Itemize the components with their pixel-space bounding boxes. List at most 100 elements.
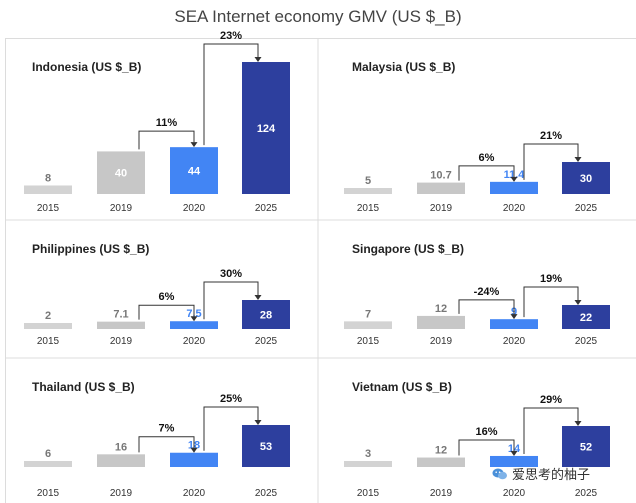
year-label: 2015 (37, 336, 60, 347)
chart-grid (5, 38, 636, 503)
bar-2025 (562, 426, 610, 467)
bar-2015 (344, 321, 392, 329)
value-label: 53 (260, 441, 272, 453)
panel-title: Malaysia (US $_B) (352, 60, 455, 74)
growth-connector (138, 304, 195, 320)
panel-title: Indonesia (US $_B) (32, 60, 141, 74)
year-label: 2025 (255, 203, 278, 214)
growth-label: 6% (479, 152, 495, 164)
year-label: 2020 (503, 203, 526, 214)
year-label: 2020 (503, 488, 526, 499)
growth-arrow-icon (574, 300, 582, 305)
growth-label: 21% (540, 130, 562, 142)
value-label: 124 (257, 123, 276, 135)
value-label: 22 (580, 312, 592, 324)
growth-arrow-icon (574, 421, 582, 426)
growth-connector (458, 439, 515, 456)
growth-label: 23% (220, 30, 242, 42)
bar-2015 (344, 188, 392, 194)
growth-connector (203, 406, 259, 451)
bar-2025 (242, 62, 290, 194)
growth-connector (523, 407, 579, 454)
bar-2020 (490, 455, 538, 467)
growth-label: 7% (159, 423, 175, 435)
growth-label: -24% (474, 286, 500, 298)
growth-connector (138, 130, 195, 150)
value-label: 6 (45, 448, 51, 460)
growth-arrow-icon (510, 176, 518, 182)
value-label: 12 (435, 445, 447, 457)
year-label: 2025 (575, 336, 598, 347)
value-label: 12 (435, 303, 447, 315)
bar-2019 (97, 454, 145, 467)
value-label: 3 (365, 448, 371, 460)
year-label: 2025 (575, 488, 598, 499)
year-label: 2019 (430, 203, 453, 214)
year-label: 2020 (183, 203, 206, 214)
growth-label: 25% (220, 393, 242, 405)
bar-2020 (170, 147, 218, 194)
panel-title: Singapore (US $_B) (352, 242, 464, 256)
bar-2019 (417, 315, 465, 329)
value-label: 40 (115, 168, 127, 180)
growth-arrow-icon (510, 314, 518, 320)
year-label: 2015 (37, 488, 60, 499)
year-label: 2025 (575, 203, 598, 214)
bar-2019 (417, 457, 465, 467)
panel-title: Thailand (US $_B) (32, 380, 135, 394)
wechat-icon (492, 468, 507, 479)
growth-label: 19% (540, 273, 562, 285)
growth-connector (523, 143, 579, 180)
growth-connector (523, 286, 579, 318)
panel-title: Philippines (US $_B) (32, 242, 149, 256)
growth-connector (203, 43, 259, 146)
bar-2020 (170, 321, 218, 329)
bar-2025 (562, 162, 610, 194)
growth-arrow-icon (574, 157, 582, 162)
year-label: 2025 (255, 488, 278, 499)
bar-2019 (97, 321, 145, 329)
growth-arrow-icon (254, 295, 262, 300)
year-label: 2019 (430, 336, 453, 347)
bar-2020 (490, 319, 538, 329)
year-label: 2019 (430, 488, 453, 499)
watermark-text: 爱思考的柚子 (512, 467, 591, 482)
growth-label: 6% (159, 291, 175, 303)
growth-arrow-icon (254, 57, 262, 62)
bar-2015 (24, 185, 72, 194)
growth-arrow-icon (254, 420, 262, 425)
year-label: 2019 (110, 203, 133, 214)
bar-2015 (24, 461, 72, 467)
panel-title: Vietnam (US $_B) (352, 380, 452, 394)
main-title: SEA Internet economy GMV (US $_B) (174, 7, 462, 26)
year-label: 2019 (110, 488, 133, 499)
growth-arrow-icon (190, 447, 198, 453)
year-label: 2020 (183, 488, 206, 499)
bar-2015 (344, 461, 392, 467)
bar-2025 (242, 425, 290, 467)
growth-label: 29% (540, 394, 562, 406)
year-label: 2025 (255, 336, 278, 347)
growth-connector (138, 436, 195, 453)
growth-arrow-icon (190, 142, 198, 148)
year-label: 2020 (503, 336, 526, 347)
year-label: 2015 (357, 488, 380, 499)
growth-connector (458, 299, 515, 315)
value-label: 44 (188, 166, 201, 178)
value-label: 30 (580, 173, 592, 185)
growth-connector (458, 165, 515, 181)
bar-2019 (417, 182, 465, 194)
value-label: 16 (115, 441, 127, 453)
year-label: 2015 (357, 336, 380, 347)
bar-2019 (97, 151, 145, 194)
year-label: 2015 (357, 203, 380, 214)
bar-2015 (24, 323, 72, 329)
value-label: 8 (45, 172, 51, 184)
value-label: 5 (365, 175, 371, 187)
value-label: 28 (260, 310, 272, 322)
growth-label: 16% (475, 426, 497, 438)
value-label: 52 (580, 442, 592, 454)
year-label: 2020 (183, 336, 206, 347)
bar-2025 (242, 300, 290, 329)
